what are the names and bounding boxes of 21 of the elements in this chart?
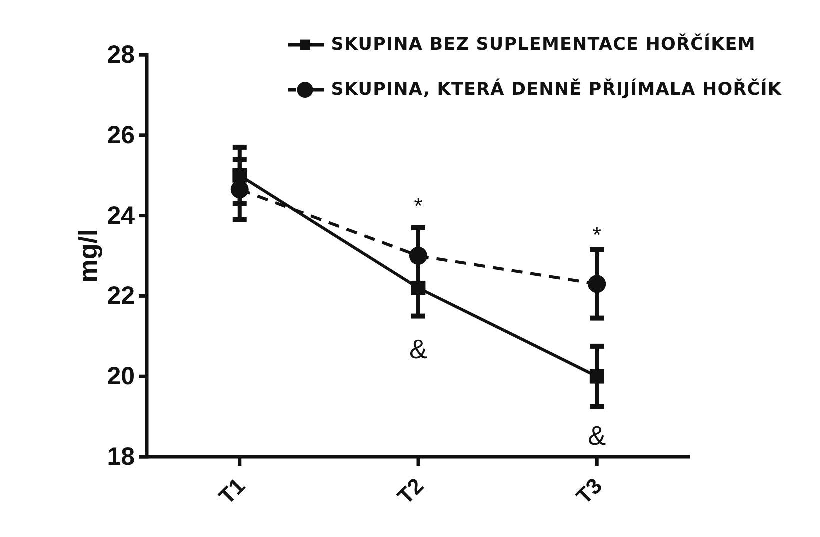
x-tick-label: T1	[214, 473, 250, 510]
annotation: &	[409, 334, 428, 364]
y-tick-label: 18	[107, 443, 136, 471]
point	[230, 180, 249, 199]
point	[588, 275, 606, 294]
y-tick-label: 26	[107, 121, 135, 150]
legend-label: SKUPINA BEZ SUPLEMENTACE HOŘČÍKEM	[331, 33, 756, 55]
legend-label: SKUPINA, KTERÁ DENNĚ PŘIJÍMALA HOŘČÍK	[331, 78, 783, 100]
point	[232, 168, 248, 183]
annotation: *	[592, 222, 602, 248]
annotation: &	[588, 420, 606, 451]
x-tick-label: T2	[392, 473, 429, 510]
y-tick-label: 28	[107, 41, 136, 69]
y-tick-label: 22	[107, 282, 135, 310]
annotation: *	[414, 193, 424, 218]
point	[411, 280, 426, 296]
x-tick-label: T3	[571, 473, 608, 510]
point	[590, 369, 604, 384]
y-axis-title: mg/l	[73, 229, 103, 283]
y-tick-label: 20	[107, 362, 135, 391]
y-tick-label: 24	[107, 202, 136, 230]
